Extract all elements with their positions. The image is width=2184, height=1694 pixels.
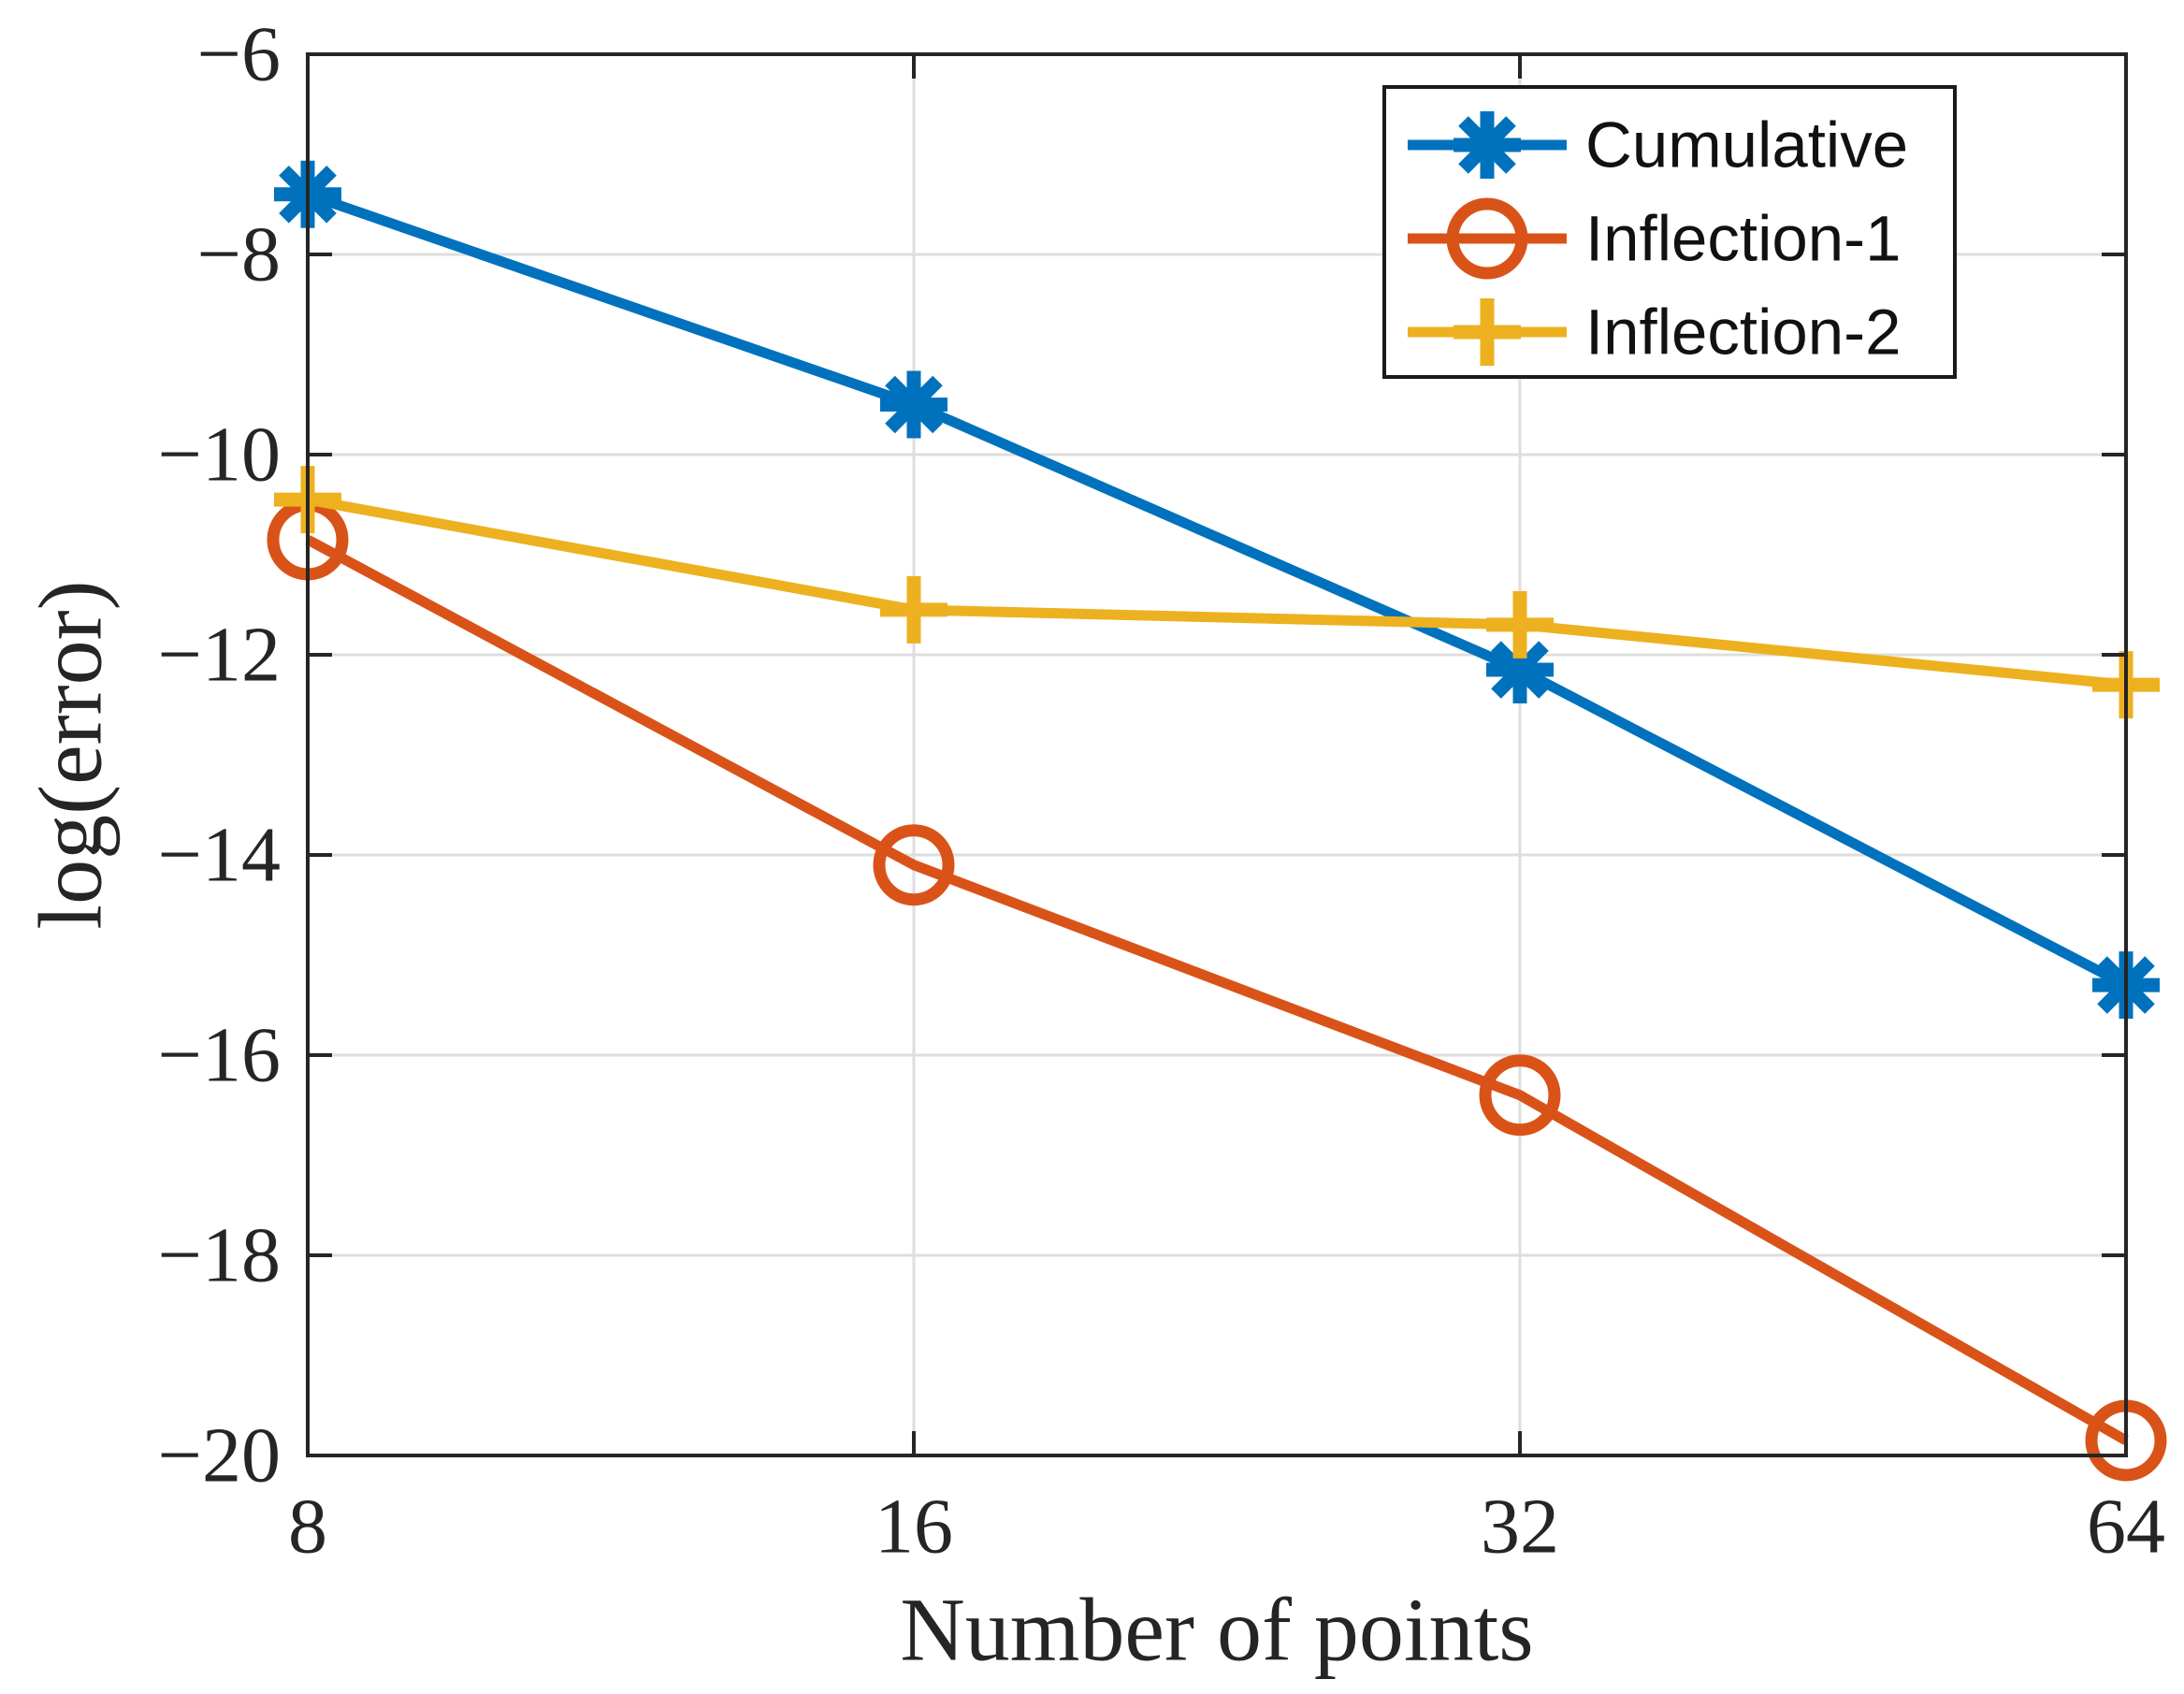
circle-marker	[873, 824, 955, 906]
axes-layer	[306, 52, 2128, 1457]
y-tick-label: −18	[158, 1212, 281, 1299]
circle-marker	[1446, 197, 1528, 280]
y-tick-label: −14	[158, 812, 281, 899]
legend-label: Cumulative	[1585, 109, 1908, 181]
legend-label: Inflection-2	[1585, 297, 1902, 369]
asterisk-marker	[885, 375, 943, 434]
series-line	[307, 494, 2127, 690]
series-inflection-1	[267, 499, 2167, 1482]
plot-frame	[306, 52, 2128, 1457]
x-tick-label: 32	[1481, 1484, 1559, 1571]
series-line	[305, 535, 2129, 1445]
legend-label: Inflection-1	[1585, 203, 1902, 275]
x-axis-label: Number of points	[900, 1580, 1533, 1680]
y-tick-label: −12	[158, 612, 281, 699]
y-tick-label: −8	[197, 211, 281, 298]
x-tick-label: 8	[288, 1484, 327, 1571]
x-tick-label: 64	[2087, 1484, 2165, 1571]
y-tick-label: −10	[158, 412, 281, 499]
y-tick-label: −6	[197, 11, 281, 98]
y-axis-label: log(error)	[21, 580, 121, 929]
y-tick-label: −20	[158, 1412, 281, 1499]
y-tick-label: −16	[158, 1012, 281, 1099]
circle-marker	[1479, 1054, 1561, 1137]
tick-label-layer: 8 16 32 64 −20 −18 −16 −14 −12 −10 −8 −6	[158, 11, 2165, 1571]
legend-entry-inflection-1: Inflection-1	[1408, 197, 1902, 280]
legend-entry-cumulative: Cumulative	[1408, 109, 1908, 181]
asterisk-marker	[1491, 641, 1549, 699]
series-line	[306, 189, 2129, 990]
asterisk-marker	[1458, 116, 1516, 174]
series-inflection-2	[274, 466, 2160, 719]
legend-entry-inflection-2: Inflection-2	[1408, 297, 1902, 369]
x-tick-label: 16	[875, 1484, 953, 1571]
legend: Cumulative Inflection-1 Inflection-2	[1382, 85, 1957, 379]
